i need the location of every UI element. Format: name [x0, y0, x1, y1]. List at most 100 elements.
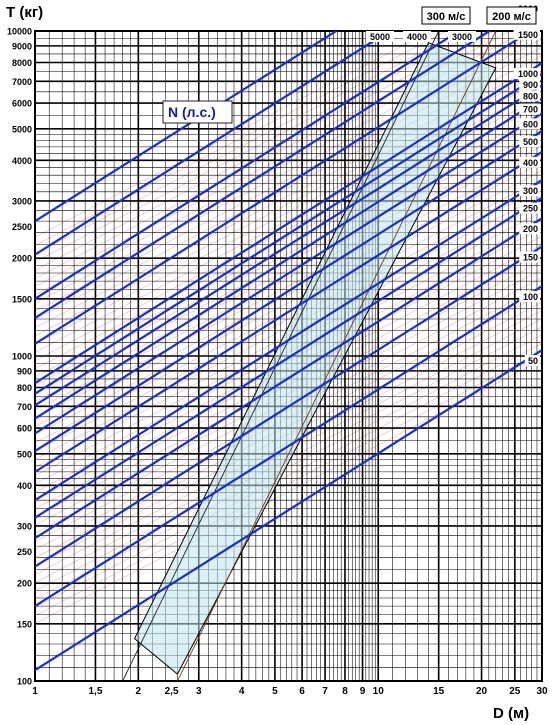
x-tick-label: 10	[373, 686, 385, 697]
power-label: 1500	[518, 30, 538, 40]
x-tick-label: 9	[360, 686, 366, 697]
power-line	[35, 245, 542, 568]
power-lines	[35, 31, 542, 672]
y-tick-label: 1500	[12, 294, 32, 304]
hatch-line	[35, 31, 432, 238]
power-line	[35, 349, 542, 672]
y-axis-label: T (кг)	[6, 4, 43, 21]
power-label-bg	[519, 118, 540, 130]
power-label: 3000	[452, 32, 472, 42]
y-tick-label: 250	[17, 547, 32, 557]
power-label-bg	[519, 202, 540, 214]
power-label: 50	[528, 356, 538, 366]
y-tick-label: 9000	[12, 41, 32, 51]
x-tick-label: 1,5	[88, 686, 102, 697]
power-label-bg	[519, 223, 540, 235]
y-tick-label: 700	[17, 402, 32, 412]
power-label: 100	[523, 292, 538, 302]
power-label-bg	[524, 355, 540, 367]
power-label: 150	[523, 252, 538, 262]
series-label: N (л.с.)	[168, 104, 216, 120]
plot-frame	[34, 30, 543, 682]
power-line	[35, 62, 542, 385]
power-line	[35, 130, 542, 452]
y-tick-label: 150	[17, 619, 32, 629]
power-label-bg	[519, 135, 540, 147]
power-label: 200	[523, 224, 538, 234]
y-tick-label: 4000	[12, 156, 32, 166]
x-tick-label: 30	[536, 686, 548, 697]
y-tick-label: 6000	[12, 99, 32, 109]
y-tick-label: 7000	[12, 77, 32, 87]
y-tick-label: 800	[17, 383, 32, 393]
power-label-bg	[519, 291, 540, 303]
power-line	[35, 31, 492, 319]
velocity-line	[122, 31, 440, 681]
velocity-label-box	[421, 6, 471, 25]
y-tick-label: 5000	[12, 124, 32, 134]
power-label-bg	[519, 156, 540, 168]
y-tick-label: 1000	[12, 352, 32, 362]
power-label-bg	[403, 31, 431, 42]
power-label: 900	[523, 80, 538, 90]
y-tick-label: 300	[17, 521, 32, 531]
x-tick-label: 2	[136, 686, 142, 697]
y-tick-label: 10000	[7, 27, 32, 37]
y-tick-label: 3000	[12, 196, 32, 206]
power-line	[35, 285, 542, 608]
power-line	[35, 112, 542, 435]
y-tick-label: 2000	[12, 254, 32, 264]
power-label-bg	[519, 103, 540, 115]
power-label-bg	[519, 78, 540, 90]
x-tick-label: 1	[32, 686, 38, 697]
power-label: 500	[523, 137, 538, 147]
power-label: 700	[523, 105, 538, 115]
x-tick-label: 2,5	[165, 686, 179, 697]
x-tick-label: 5	[272, 686, 278, 697]
power-line	[35, 217, 542, 540]
velocity-label: 200 м/с	[492, 11, 531, 23]
power-line	[35, 31, 392, 256]
power-label-bg	[513, 28, 540, 40]
power-label-bg	[519, 251, 540, 263]
power-label: 600	[523, 119, 538, 129]
x-tick-label: 25	[509, 686, 521, 697]
power-line	[35, 31, 533, 345]
x-tick-label: 8	[342, 686, 348, 697]
power-line	[35, 150, 542, 473]
x-tick-label: 3	[196, 686, 202, 697]
velocity-label-box	[486, 6, 537, 25]
y-tick-label: 8000	[12, 58, 32, 68]
velocity-labels: 300 м/с 200 м/с	[421, 6, 537, 25]
velocity-lines	[122, 31, 497, 681]
x-tick-label: 6	[299, 686, 305, 697]
velocity-line	[177, 31, 497, 681]
power-label-bg	[519, 185, 540, 197]
power-label: 800	[523, 91, 538, 101]
x-tick-label: 7	[322, 686, 328, 697]
y-tick-label: 100	[17, 677, 32, 687]
power-label-bg	[366, 31, 394, 42]
power-label: 5000	[370, 32, 390, 42]
power-line	[35, 97, 542, 420]
y-tick-label: 600	[17, 424, 32, 434]
velocity-label: 300 м/с	[427, 11, 466, 23]
power-line	[35, 179, 542, 502]
x-tick-labels: 1 1,5 2 2,5 3 4 5 6 7 8 9 10 15 20 25 30	[32, 686, 548, 697]
power-line	[35, 31, 339, 223]
y-tick-labels: 100 150 200 250 300 400 500 600 700 800 900 1000 150…	[7, 27, 32, 687]
power-label: 300	[523, 186, 538, 196]
power-label-bg	[513, 68, 540, 80]
power-line	[35, 196, 542, 519]
x-axis-label: D (м)	[493, 705, 529, 722]
power-label-bg	[448, 31, 476, 42]
y-tick-label: 2500	[12, 222, 32, 232]
power-label-bg	[519, 90, 540, 102]
y-tick-label: 500	[17, 449, 32, 459]
power-label: 1000	[518, 69, 538, 79]
y-tick-label: 200	[17, 579, 32, 589]
x-tick-label: 20	[476, 686, 488, 697]
power-label: 4000	[407, 32, 427, 42]
